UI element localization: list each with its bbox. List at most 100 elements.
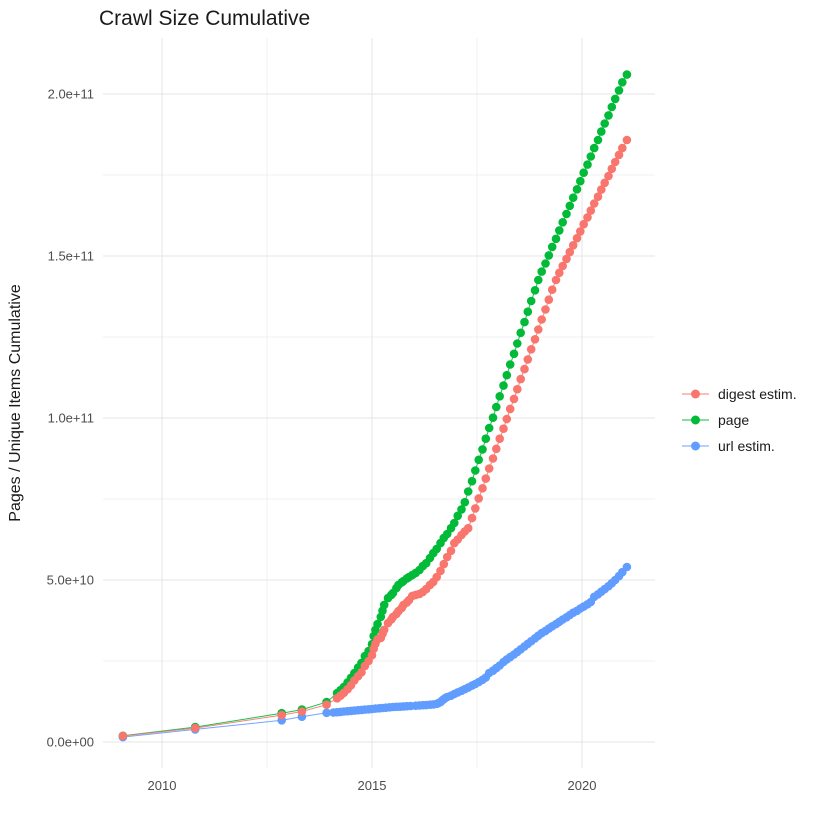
data-point <box>463 487 473 496</box>
data-point <box>576 227 585 236</box>
data-point <box>277 710 287 720</box>
chart-title: Crawl Size Cumulative <box>99 7 310 30</box>
data-point <box>597 127 606 136</box>
data-point <box>604 171 613 181</box>
data-point <box>520 317 529 327</box>
x-tick-label: 2020 <box>568 778 597 793</box>
data-point <box>484 423 494 433</box>
data-point <box>551 275 561 285</box>
data-point <box>488 454 498 463</box>
series-layer <box>118 70 632 742</box>
data-point <box>555 268 564 278</box>
data-point <box>558 261 567 271</box>
data-point <box>593 192 603 201</box>
data-point <box>513 384 522 394</box>
data-point <box>614 86 624 95</box>
legend-label: digest estim. <box>718 386 797 402</box>
data-point <box>544 251 554 260</box>
data-point <box>604 111 613 120</box>
data-point <box>547 285 557 295</box>
data-point <box>467 476 477 486</box>
x-tick-label: 2010 <box>148 778 177 793</box>
data-point <box>481 474 491 483</box>
data-point <box>568 241 578 250</box>
data-point <box>607 102 617 112</box>
data-point <box>541 305 550 314</box>
data-point <box>593 135 603 145</box>
data-point <box>586 152 596 161</box>
gridlines <box>103 38 655 768</box>
data-point <box>499 424 508 434</box>
data-point <box>579 219 588 229</box>
data-point <box>453 511 463 521</box>
data-point <box>565 201 575 211</box>
data-point <box>516 328 525 338</box>
data-point <box>576 176 585 186</box>
legend-item-digest-estim: digest estim. <box>682 386 797 402</box>
data-point <box>450 518 459 528</box>
data-point <box>544 295 554 305</box>
data-point <box>467 513 477 523</box>
data-point <box>534 325 543 334</box>
data-point <box>439 559 449 569</box>
data-point <box>583 213 592 222</box>
data-point <box>618 78 627 87</box>
data-point <box>622 135 632 145</box>
y-tick-label: 5.0e+10 <box>47 573 94 588</box>
y-tick-label: 0.0e+00 <box>47 735 94 750</box>
data-point <box>551 234 561 244</box>
data-point <box>547 242 557 252</box>
data-point <box>526 345 536 354</box>
data-point <box>488 413 498 423</box>
data-point <box>322 700 331 709</box>
data-point <box>190 723 200 733</box>
data-point <box>513 339 522 348</box>
data-point <box>432 572 442 582</box>
data-point <box>622 562 632 572</box>
data-point <box>471 504 480 513</box>
data-point <box>492 444 501 454</box>
data-point <box>537 267 546 276</box>
data-point <box>534 275 543 285</box>
data-point <box>530 286 540 295</box>
data-point <box>610 157 620 167</box>
data-point <box>495 434 505 444</box>
data-point <box>565 247 575 257</box>
data-point <box>436 566 445 576</box>
data-point <box>446 546 456 556</box>
data-point <box>572 233 582 243</box>
data-point <box>526 296 536 306</box>
data-point <box>618 143 627 153</box>
legend-item-page: page <box>682 412 749 428</box>
data-point <box>509 394 519 404</box>
data-point <box>597 185 606 194</box>
data-point <box>118 731 128 741</box>
data-point <box>379 600 389 610</box>
data-point <box>457 505 466 514</box>
data-point <box>471 466 480 475</box>
data-point <box>478 484 487 493</box>
data-point <box>523 355 533 364</box>
data-point <box>614 150 624 160</box>
x-tick-label: 2015 <box>358 778 387 793</box>
legend-key-dot <box>691 415 700 425</box>
data-point <box>373 619 382 629</box>
data-point <box>492 402 501 412</box>
data-point <box>379 625 389 635</box>
data-point <box>586 206 596 215</box>
axis-tick-labels: 0.0e+00 5.0e+10 1.0e+11 1.5e+11 2.0e+11 2010 2… <box>47 87 597 794</box>
data-point <box>541 259 550 268</box>
data-point <box>357 668 366 677</box>
data-point <box>460 497 470 507</box>
data-point <box>555 226 564 235</box>
data-point <box>589 143 599 153</box>
data-point <box>502 370 512 380</box>
data-point <box>523 307 533 317</box>
data-point <box>558 218 567 227</box>
series-url-estim <box>118 562 632 742</box>
data-point <box>600 119 609 128</box>
data-point <box>297 707 307 716</box>
legend-item-url-estim: url estim. <box>682 438 775 454</box>
legend-label: page <box>718 412 749 428</box>
